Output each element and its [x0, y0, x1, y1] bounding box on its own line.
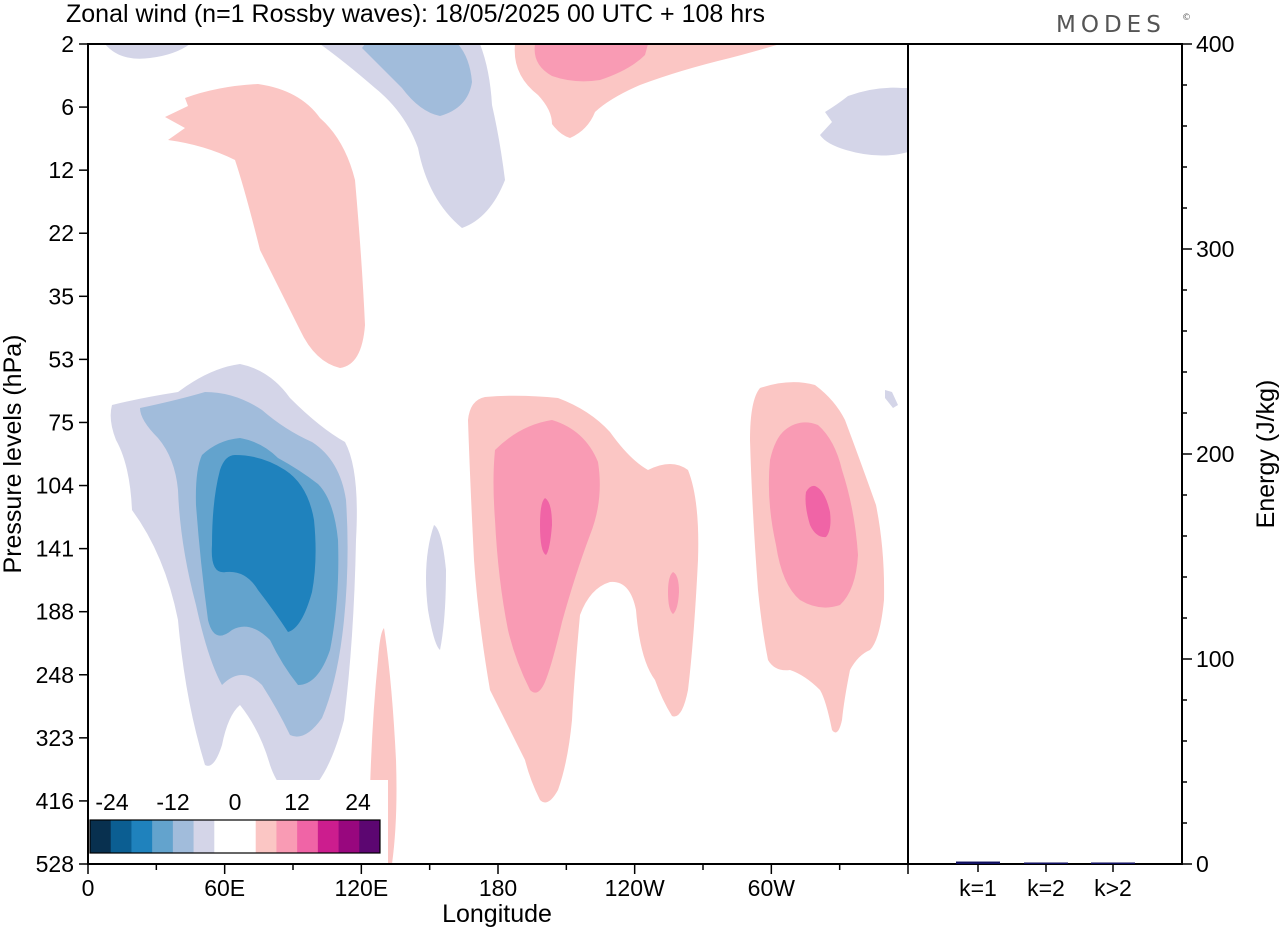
y-tick-label: 323 — [36, 725, 74, 751]
easterly-upper-right — [820, 87, 908, 156]
energy-panel: 0 100 200 300 400 k=1 k=2 k>2 — [907, 31, 1234, 901]
energy-categories: k=1 k=2 k>2 — [959, 864, 1132, 901]
easterly-lower-left — [110, 364, 357, 796]
energy-axis-label: Energy (J/kg) — [1252, 380, 1280, 529]
contour-level-1 — [165, 84, 365, 368]
chart-title: Zonal wind (n=1 Rossby waves): 18/05/202… — [66, 0, 765, 28]
y-tick-label: 104 — [36, 473, 75, 499]
x-tick-label: 60W — [748, 875, 796, 901]
contour-level-3 — [540, 498, 552, 555]
westerly-upper-left — [165, 84, 365, 368]
energy-frame — [907, 43, 1183, 865]
colorbar-cell — [152, 820, 174, 853]
x-tick-label: 120W — [605, 875, 665, 901]
contour-level-2b — [668, 572, 679, 614]
colorbar-frame — [89, 819, 381, 854]
modes-logo: MODES — [1056, 12, 1166, 38]
energy-tick-label: 300 — [1196, 236, 1234, 262]
colorbar-cell — [235, 820, 257, 853]
y-tick-label: 141 — [36, 536, 74, 562]
colorbar-cell — [90, 820, 112, 853]
contour-level-1b — [885, 390, 898, 408]
energy-axis: 0 100 200 300 400 — [1182, 31, 1234, 877]
y-tick-label: 2 — [61, 31, 74, 57]
x-tick-label: 180 — [479, 875, 517, 901]
colorbar-label-0: -24 — [95, 789, 128, 815]
energy-category-label: k>2 — [1094, 875, 1132, 901]
colorbar-cells — [90, 820, 381, 853]
energy-bar-3 — [1091, 862, 1135, 864]
energy-bar-2 — [1024, 862, 1068, 864]
westerly-lower-right — [750, 382, 885, 733]
energy-tick-label: 400 — [1196, 31, 1234, 57]
colorbar-cell — [193, 820, 215, 853]
x-tick-label: 120E — [334, 875, 388, 901]
contour-plot: -24 -12 0 12 24 — [87, 43, 909, 865]
colorbar-cell — [338, 820, 360, 853]
pressure-axis: 2 6 12 22 35 53 75 104 141 188 248 323 416 528 — [36, 31, 88, 877]
longitude-axis: 0 60E 120E 180 120W 60W — [82, 864, 909, 901]
colorbar-label-1: -12 — [156, 789, 189, 815]
y-tick-label: 6 — [61, 94, 74, 120]
contour-level-1 — [426, 525, 446, 650]
y-tick-label: 22 — [48, 220, 74, 246]
modes-logo-mark: © — [1182, 13, 1196, 23]
energy-category-label: k=1 — [959, 875, 997, 901]
westerly-upper-center — [514, 44, 780, 138]
energy-tick-label: 100 — [1196, 646, 1234, 672]
y-axis-label: Pressure levels (hPa) — [0, 335, 27, 574]
y-tick-label: 75 — [48, 409, 74, 435]
energy-bar-1 — [956, 861, 1000, 864]
colorbar-label-4: 24 — [345, 789, 371, 815]
easterly-upper-left — [105, 44, 190, 59]
energy-tick-label: 0 — [1196, 851, 1209, 877]
x-tick-label: 0 — [82, 875, 95, 901]
y-tick-label: 12 — [48, 157, 74, 183]
colorbar-cell — [297, 820, 319, 853]
x-tick-label: 60E — [204, 875, 245, 901]
contour-level-4 — [211, 455, 316, 632]
westerly-lower-center — [468, 395, 699, 803]
easterly-upper-middle — [320, 44, 505, 228]
y-tick-label: 528 — [36, 851, 74, 877]
y-tick-label: 416 — [36, 788, 74, 814]
colorbar-cell — [276, 820, 298, 853]
contour-level-1 — [105, 44, 190, 59]
y-tick-label: 35 — [48, 283, 74, 309]
contour-level-3 — [805, 485, 831, 538]
contour-level-2 — [493, 420, 600, 693]
colorbar-cell — [317, 820, 339, 853]
colorbar-label-3: 12 — [284, 789, 310, 815]
energy-tick-label: 200 — [1196, 441, 1234, 467]
y-tick-label: 248 — [36, 662, 74, 688]
energy-category-label: k=2 — [1027, 875, 1065, 901]
easterly-lower-thin — [426, 390, 898, 650]
contour-level-2 — [534, 44, 648, 82]
colorbar-cell — [131, 820, 153, 853]
colorbar-cell — [255, 820, 277, 853]
colorbar-cell — [359, 820, 381, 853]
energy-bars — [956, 861, 1135, 864]
colorbar-cell — [214, 820, 236, 853]
y-tick-label: 188 — [36, 599, 74, 625]
colorbar-cell — [172, 820, 194, 853]
contour-level-2 — [362, 44, 472, 116]
colorbar-label-2: 0 — [229, 789, 242, 815]
contour-level-1 — [820, 87, 908, 156]
colorbar-cell — [110, 820, 132, 853]
x-axis-label: Longitude — [442, 900, 552, 928]
y-tick-label: 53 — [48, 346, 74, 372]
colorbar: -24 -12 0 12 24 — [88, 780, 388, 864]
